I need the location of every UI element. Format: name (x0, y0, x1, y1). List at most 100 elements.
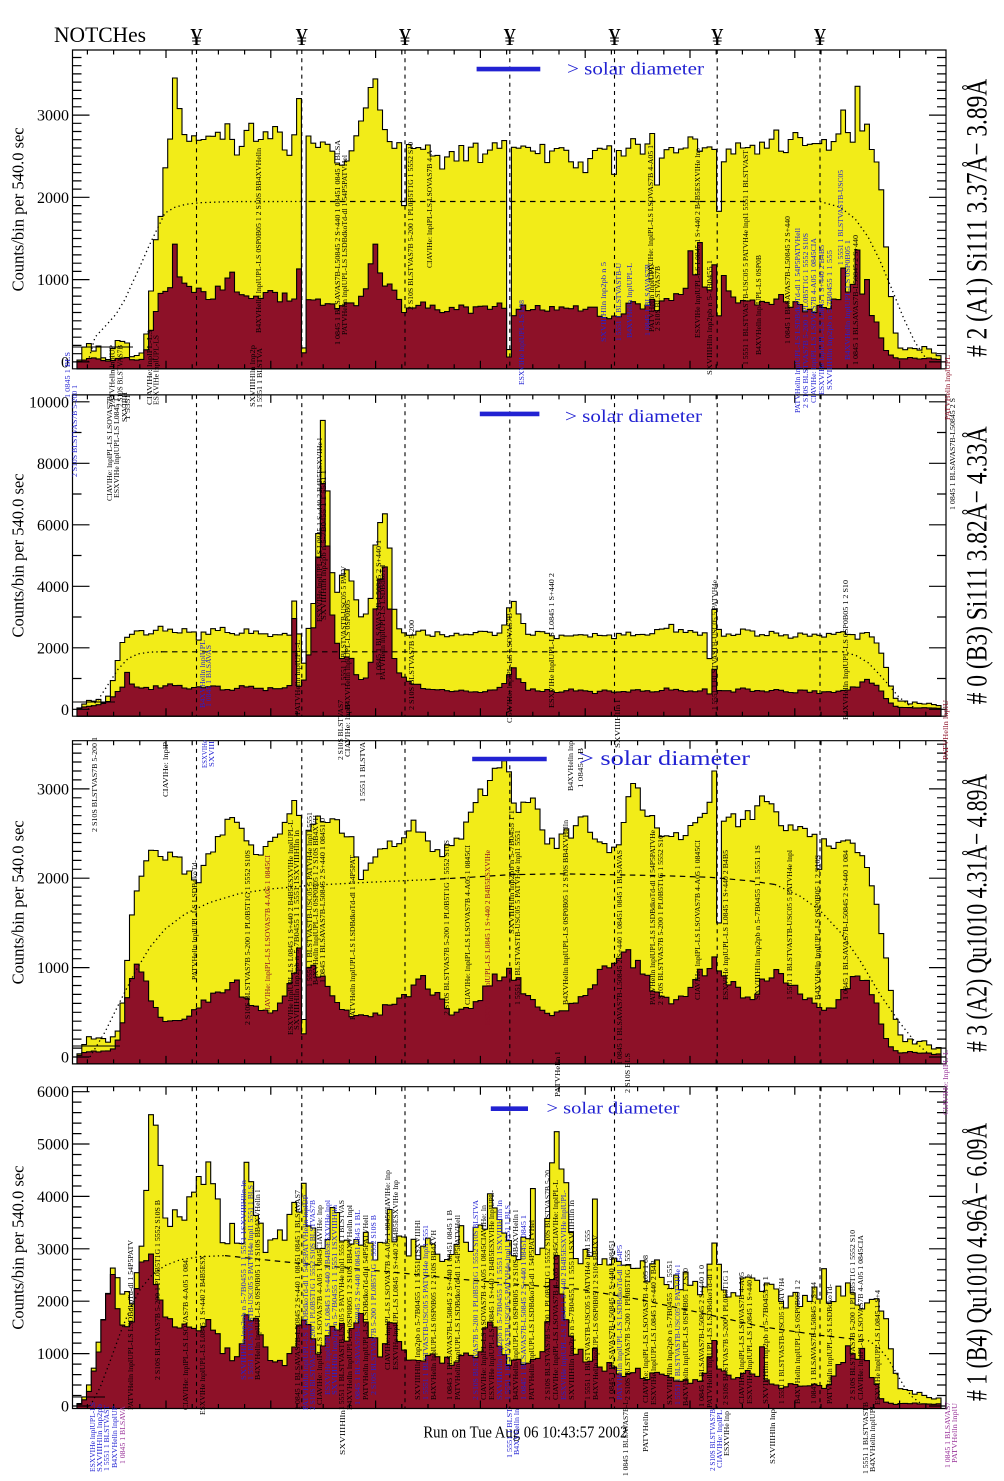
svg-text:1 5551 1 BLSTVASTB-USC05 5 PAT: 1 5551 1 BLSTVASTB-USC05 5 PATVH4e (711, 580, 719, 710)
svg-text:CIAVIHe: lnplPL-LS LSOVAS7B 4-: CIAVIHe: lnplPL-LS LSOVAS7B 4-A05 1 0845… (810, 237, 818, 403)
svg-text:2 S10S BLSTVAS7B 5-200 1 PL0B5: 2 S10S BLSTVAS7B 5-200 1 PL0B5T1G 1 5552… (309, 1200, 317, 1410)
svg-text:SXVIIIHlln lnp2pb n 5-7B0455 1: SXVIIIHlln lnp2pb n 5-7B0455 1 1 5551 1S… (568, 1200, 576, 1400)
svg-text:2 S10S BLSTVAS7B 5-200: 2 S10S BLSTVAS7B 5-200 (408, 620, 416, 710)
svg-text:SXVIII: SXVIII (208, 740, 216, 767)
svg-text:1 5551 1 BLSTVASTB: 1 5551 1 BLSTVASTB (862, 1402, 870, 1474)
svg-text:1 5551: 1 5551 (124, 393, 132, 420)
svg-text:B4XVHelln lnplUPL-LS 0SP0B05 1: B4XVHelln lnplUPL-LS 0SP0B05 1 2 S10S BB… (312, 815, 320, 985)
svg-text:ESXVIHe lnplUPL-LS L0845 1 S+4: ESXVIHe lnplUPL-LS L0845 1 S+440 2 (746, 1274, 754, 1404)
svg-text:1 5551 1 BLSTVASTB-USC05 5 PAT: 1 5551 1 BLSTVASTB-USC05 5 PATVH4e lnpl1… (247, 1185, 255, 1380)
svg-text:PATVHelln lnplUP: PATVHelln lnplUP (109, 345, 117, 407)
svg-text:CIAVIHe: lnplPL-L: CIAVIHe: lnplPL-L (942, 1050, 950, 1115)
svg-text:2 S10S BLSTVAS7B 5-200 1: 2 S10S BLSTVAS7B 5-200 1 (71, 385, 79, 477)
svg-text:ESXVIHe lnplUPL-LS L0845 1 S+4: ESXVIHe lnplUPL-LS L0845 1 S+440 2 B4B5E… (488, 1189, 496, 1400)
svg-text:SXVIIIHlln l: SXVIIIHlln l (614, 700, 622, 748)
svg-text:3000: 3000 (37, 781, 69, 798)
svg-text:Counts/bin per 540.0 sec: Counts/bin per 540.0 sec (9, 1166, 28, 1330)
svg-text:# 2 (A1) Si111 3.37Å− 3.89Å: # 2 (A1) Si111 3.37Å− 3.89Å (961, 79, 994, 357)
svg-text:PATVHelln lnplUPL-LS LSDBdkoTd: PATVHelln lnplUPL-LS LSDBdkoTd-dl 1 54P5 (616, 1245, 624, 1400)
svg-text:B4XVHelln lnplUPL-LS 0SP0B05 1: B4XVHelln lnplUPL-LS 0SP0B05 1 2 S10 (682, 1268, 690, 1406)
svg-text:PATVHelln lnplUPL-LS LSDBdkoTd: PATVHelln lnplUPL-LS LSDBdkoTd- (826, 1283, 834, 1404)
svg-text:2 S10S BLSTVAS7B 5-200 1 PL0B5: 2 S10S BLSTVAS7B 5-200 1 PL0B5T1G 1 5552… (472, 1199, 480, 1400)
svg-text:PATVHelln lnplUPL-LS LSDBdkoTd: PATVHelln lnplUPL-LS LSDBdkoTd-dl 1 54P5… (794, 228, 802, 413)
svg-text:0: 0 (61, 354, 69, 371)
svg-text:6000: 6000 (37, 1084, 69, 1101)
svg-text:# 3 (A2) Qu1010 4.31Å− 4.89Å: # 3 (A2) Qu1010 4.31Å− 4.89Å (961, 774, 994, 1052)
svg-text:B4XVHelln lnplUPL: B4XVHelln lnplUPL (199, 640, 207, 708)
svg-text:1 0845 1 BLSAVAS7B-L50845 2 S+: 1 0845 1 BLSAVAS7B-L50845 2 S+440 1 0 (698, 1265, 706, 1407)
svg-text:B4XVHelln lnplUPL-LS 0SP0B05 1: B4XVHelln lnplUPL-LS 0SP0B05 1 2 S10S BB… (512, 1210, 520, 1400)
svg-text:SXVIIIHlln lnp2pb n 5-7B0455 1: SXVIIIHlln lnp2pb n 5-7B0455 1 (706, 260, 714, 375)
svg-text:1 5551 1 BLSTVASTB-USC05 5 PAT: 1 5551 1 BLSTVASTB-USC05 5 PATV (340, 565, 348, 686)
svg-text:2 S10S BLSTVAS7B 5-200 1 PL0B5: 2 S10S BLSTVAS7B 5-200 1 PL0B5T1G 1 5552… (443, 840, 451, 1015)
svg-text:Counts/bin per 540.0 sec: Counts/bin per 540.0 sec (9, 473, 28, 637)
svg-text:B4XVHelln lnplUPL-LS 0SP0B05 1: B4XVHelln lnplUPL-LS 0SP0B05 1 2 S10S BB… (254, 1190, 262, 1380)
svg-text:ESXVIHe lnplUPL-LS L08: ESXVIHe lnplUPL-LS L08 (518, 300, 526, 385)
svg-text:SXVIIIHlln lnp2pb n 5-7B0455 1: SXVIIIHlln lnp2pb n 5-7B0455 1 1 5551 1S… (293, 830, 301, 1030)
svg-text:SXVIIIHlln lnp2pb n 5-7B0455 1: SXVIIIHlln lnp2pb n 5-7B0455 1 1 5551 1S (754, 845, 762, 1000)
svg-text:10000: 10000 (29, 394, 69, 411)
svg-text:2000: 2000 (37, 871, 69, 888)
svg-text:B4XVHelln lnplUPL-LS 0SP0B05 1: B4XVHelln lnplUPL-LS 0SP0B05 1 2 S10S BB… (255, 148, 263, 333)
svg-text:1 5551 1 BLSTVA: 1 5551 1 BLSTVA (256, 347, 264, 408)
svg-text:B4XVHelln lnplUPL-LS 0SP0B05 1: B4XVHelln lnplUPL-LS 0SP0B05 1 2 S10S BB… (562, 820, 570, 1005)
svg-text:¥: ¥ (191, 25, 203, 51)
svg-text:PATVHelln l: PATVHelln l (554, 1052, 562, 1097)
svg-text:1 0845 1 BLS: 1 0845 1 BLS (64, 352, 72, 398)
svg-text:1 5551 1 BLSTVASTB-USC05: 1 5551 1 BLSTVASTB-USC05 (837, 170, 845, 265)
svg-text:1 0845 1 BLSAVAS7B-L50845 2 S+: 1 0845 1 BLSAVAS7B-L50845 2 S+440 1 0845… (616, 850, 624, 1065)
svg-text:B4XVHelln ln: B4XVHelln ln (513, 1409, 521, 1455)
svg-text:CIAVIHe: lnplPL-LS LSOVAS7B 4-: CIAVIHe: lnplPL-LS LSOVAS7B 4-A05 1 0845… (694, 839, 702, 1000)
svg-text:1 5551 1 BLSTVASTB-USC05 5 PAT: 1 5551 1 BLSTVASTB-USC05 5 PATVH4e lnpl1… (504, 1205, 512, 1400)
svg-text:ESXVIHe lnplUPL-LS L0845 1 S+4: ESXVIHe lnplUPL-LS L0845 1 S+440 2 B4B5E… (199, 1254, 207, 1415)
svg-text:1 0845 1 BLSAVAS7B-L50845 2 S+: 1 0845 1 BLSAVAS7B-L50845 2 S+440 1 0845… (608, 1240, 616, 1400)
svg-text:ESXVIHe lnplUPL-LS L0845 1 S+4: ESXVIHe lnplUPL-LS L0845 1 S+440 2 B4B5E… (560, 1189, 568, 1400)
svg-text:CIAVIHe: lnplPL-LS LSOVAS7B 4-: CIAVIHe: lnplPL-LS LSOVAS7B 4-A05 1 0845… (464, 844, 472, 1005)
svg-text:1 0845 1 BLSAVAS7B-L: 1 0845 1 BLSAVAS7B-L (622, 1400, 630, 1476)
svg-text:CIAVIHe: lnplPL-LS: CIAVIHe: lnplPL-LS (146, 330, 154, 405)
svg-text:B4XVHelln lnplUPL-LS 0SP0B: B4XVHelln lnplUPL-LS 0SP0B (755, 255, 763, 355)
svg-text:CIAVIHe: lnplPL-LS LSOVAS7B 4-: CIAVIHe: lnplPL-LS LSOVAS7B 4-A05 1 0845… (316, 1205, 324, 1405)
svg-text:PATVHelln lnplUPL-LS LSDBdkoTd: PATVHelln lnplUPL-LS LSDBdkoTd-dl 1 54P5… (454, 1215, 462, 1400)
svg-text:SXVIIIHlln lnp2pb n 5-7B0455 1: SXVIIIHlln lnp2pb n 5-7B0455 1 1 5551 1 (320, 470, 328, 620)
svg-text:PATVHelln lnplUPL-LS LSDBdkoTd: PATVHelln lnplUPL-LS LSDBdkoTd (379, 565, 387, 680)
svg-text:Run on Tue Aug 06 10:43:57 200: Run on Tue Aug 06 10:43:57 2002 (423, 1423, 627, 1442)
svg-text:1 5551 1 BLSTVA: 1 5551 1 BLSTVA (359, 741, 367, 802)
svg-text:1 5551 1 BLSTVASTB-USC05 5 PAT: 1 5551 1 BLSTVASTB-USC05 5 PATVH4e lnpl1… (306, 812, 314, 987)
svg-text:1 0845 1 BLSAVAS7B-L50845 2 S+: 1 0845 1 BLSAVAS7B-L50845 2 S+440 1 0845… (354, 1210, 362, 1405)
svg-text:1 5551 1 BLSTVASTB-USC05 5 PAT: 1 5551 1 BLSTVASTB-USC05 5 PATVH4e lnpl1… (422, 1225, 430, 1400)
svg-text:1 5551 1 BLSTVASTB-USC05 5 PAT: 1 5551 1 BLSTVASTB-USC05 5 PATVH4e lnpl1… (514, 830, 522, 1005)
svg-text:2 S10S BLSTVAS7B 5-200 1 PL0B5: 2 S10S BLSTVAS7B 5-200 1 PL0B5T1G 1 5552… (544, 1170, 552, 1400)
svg-text:B4XVHelln lnplUPL-LS 0SP0B05 1: B4XVHelln lnplUPL-LS 0SP0B05 1 (844, 240, 852, 360)
svg-text:B4XVHelln lnplUPL-LS 0SP0B05 1: B4XVHelln lnplUPL-LS 0SP0B05 1 2 S10S (814, 855, 822, 1000)
svg-text:PATVHelln lnplUPL-LS LSDBdkoTd: PATVHelln lnplUPL-LS LSDBdkoTd-dl 1 54P5… (127, 1239, 135, 1410)
svg-text:B4XVHelln lnplUPL-LS 0SP0B05 1: B4XVHelln lnplUPL-LS 0SP0B05 1 2 S10 (842, 580, 850, 720)
svg-text:1 0845 1 BLSAVAS7B-L50845 2 S+: 1 0845 1 BLSAVAS7B-L50845 2 S+440 1 0845… (319, 818, 327, 983)
svg-text:ESXVIHe lnp: ESXVIHe lnp (723, 1411, 731, 1456)
svg-text:8000: 8000 (37, 456, 69, 473)
svg-text:ESXVIHe lnplUPL-LS L0845 1 S+4: ESXVIHe lnplUPL-LS L0845 1 S+440 2 (548, 573, 556, 708)
svg-text:PATVHelln lnplUPL-LS LSDBdkoTd: PATVHelln lnplUPL-LS LSDBdkoTd-dl 1 54P5… (341, 155, 349, 335)
svg-text:> solar diameter: > solar diameter (547, 1099, 680, 1118)
svg-text:1 5551 1 BLSTVASTB-USC05 5 PAT: 1 5551 1 BLSTVASTB-USC05 5 PATVH4 (778, 1278, 786, 1404)
svg-text:SXVIIIHlln lnp2pb n 5-7B0455 1: SXVIIIHlln lnp2pb n 5-7B0455 1 1 5551 1S… (240, 1180, 248, 1380)
svg-text:CIAVIHe: lnplPL-LS LSOVAS7B 4-: CIAVIHe: lnplPL-LS LSOVAS7B 4-A05 (738, 1272, 746, 1404)
svg-text:CIAVIHe: lnplPL-LS LSOVAS7B 4-: CIAVIHe: lnplPL-LS LSOVAS7B 4-A05 1 0845… (480, 1205, 488, 1400)
svg-text:1 5551 1 BLSTVASTB-U: 1 5551 1 BLSTVASTB-U (615, 262, 623, 341)
svg-text:PATVHelln: PATVHelln (642, 1412, 650, 1452)
svg-text:ESXVIHe lnplUPL-LS L0845 1: ESXVIHe lnplUPL-LS L0845 1 (113, 398, 121, 498)
svg-text:ESXVIHe: ESXVIHe (201, 740, 209, 768)
svg-text:PATVHelln lnplUPL-LS LSDBdkoTd: PATVHelln lnplUPL-LS LSDBdkoTd- (191, 859, 199, 980)
svg-text:CIAVIHe: lnplPL-LS LSOVAS7B 4-: CIAVIHe: lnplPL-LS LSOVAS7B 4-A05 1 (647, 145, 655, 280)
svg-text:4000: 4000 (37, 579, 69, 596)
svg-text:SXVIIIHlln lnp2pb n 5-7B0455 1: SXVIIIHlln lnp2pb n 5-7B0455 1 1 5551 (666, 1260, 674, 1405)
svg-text:¥: ¥ (504, 25, 516, 51)
svg-text:> solar diameter: > solar diameter (565, 406, 702, 426)
svg-text:ESXVIHe lnplUPL-LS L0845 1 S+4: ESXVIHe lnplUPL-LS L0845 1 S+440 2 B4B5E… (484, 850, 492, 1025)
svg-text:CIAVIHe: lnplPL-LS LSOVAS7B: CIAVIHe: lnplPL-LS LSOVAS7B (506, 613, 514, 723)
svg-text:SXVIIIH: SXVIIIH (121, 392, 129, 422)
svg-text:CIAVIHe: lnplPL-LS LSOVAS7B 4-: CIAVIHe: lnplPL-LS LSOVAS7B 4-A05 1 0845… (552, 1180, 560, 1400)
svg-text:1 0845 1 BLSAVA: 1 0845 1 BLSAVA (119, 1405, 127, 1464)
svg-text:2 S10S BLSTVAS7B 5-200 1 PL0B5: 2 S10S BLSTVAS7B 5-200 1 PL0B5T1G 1 5552… (657, 835, 665, 1005)
svg-text:1 0845 1 B: 1 0845 1 B (577, 748, 585, 788)
